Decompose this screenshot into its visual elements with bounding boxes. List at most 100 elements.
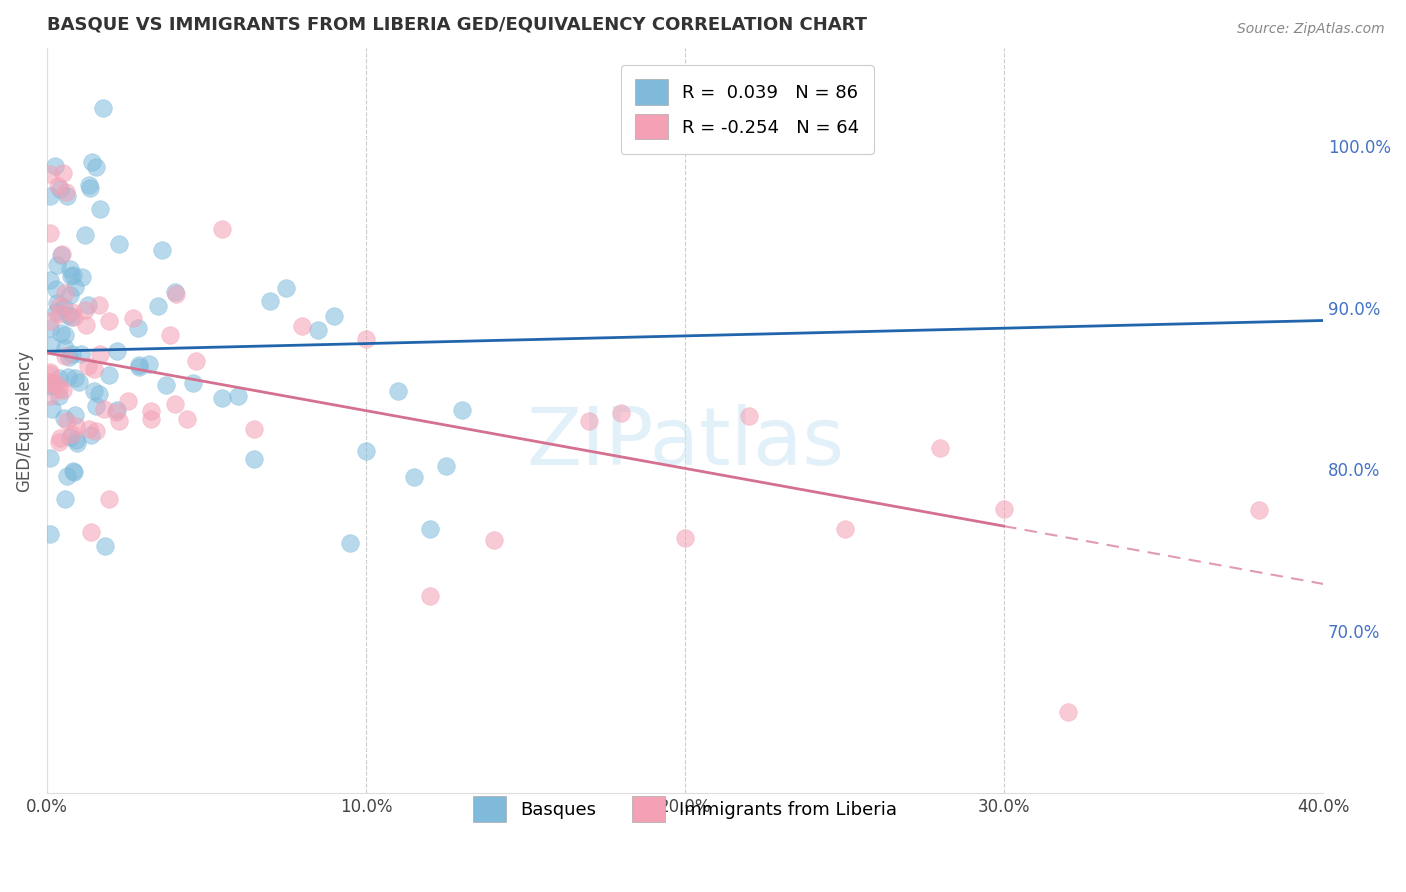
- Point: [121, 311, 143, 326]
- Point: [39, 375, 62, 389]
- Point: [53, 328, 76, 343]
- Point: [39, 365, 62, 379]
- Point: [51, 247, 73, 261]
- Point: [929, 441, 952, 455]
- Point: [82, 154, 104, 169]
- Point: [98, 368, 121, 382]
- Point: [387, 384, 409, 398]
- Point: [84, 424, 107, 438]
- Point: [482, 533, 505, 547]
- Point: [39, 527, 62, 541]
- Point: [59, 430, 82, 444]
- Point: [673, 531, 696, 545]
- Point: [55, 414, 77, 428]
- Point: [108, 236, 131, 251]
- Point: [48, 371, 70, 385]
- Legend: Basques, Immigrants from Liberia: Basques, Immigrants from Liberia: [458, 782, 911, 837]
- Point: [97, 491, 120, 506]
- Point: [53, 491, 76, 506]
- Point: [1057, 706, 1080, 720]
- Point: [39, 167, 62, 181]
- Point: [87, 298, 110, 312]
- Point: [323, 310, 346, 324]
- Point: [65, 418, 87, 433]
- Point: [77, 359, 100, 373]
- Point: [276, 281, 298, 295]
- Point: [46, 179, 69, 194]
- Point: [84, 399, 107, 413]
- Point: [89, 202, 111, 216]
- Point: [56, 469, 79, 483]
- Point: [62, 465, 84, 479]
- Point: [39, 321, 62, 335]
- Point: [60, 304, 83, 318]
- Point: [738, 409, 761, 424]
- Point: [94, 539, 117, 553]
- Point: [48, 382, 70, 396]
- Point: [83, 384, 105, 398]
- Point: [79, 422, 101, 436]
- Point: [83, 361, 105, 376]
- Point: [211, 222, 233, 236]
- Point: [146, 299, 169, 313]
- Point: [108, 414, 131, 428]
- Point: [402, 470, 425, 484]
- Point: [44, 159, 66, 173]
- Point: [56, 308, 79, 322]
- Point: [39, 379, 62, 393]
- Point: [48, 307, 70, 321]
- Point: [165, 287, 187, 301]
- Point: [105, 405, 128, 419]
- Point: [163, 397, 186, 411]
- Y-axis label: GED/Equivalency: GED/Equivalency: [15, 350, 32, 492]
- Point: [52, 166, 75, 180]
- Point: [60, 426, 83, 441]
- Point: [155, 377, 177, 392]
- Point: [578, 414, 600, 428]
- Point: [1249, 503, 1271, 517]
- Point: [53, 285, 76, 300]
- Point: [243, 452, 266, 467]
- Point: [46, 377, 69, 392]
- Point: [56, 369, 79, 384]
- Point: [41, 402, 63, 417]
- Point: [49, 326, 72, 340]
- Point: [45, 305, 67, 319]
- Point: [39, 273, 62, 287]
- Point: [53, 341, 76, 355]
- Point: [39, 375, 62, 389]
- Point: [62, 464, 84, 478]
- Point: [59, 288, 82, 302]
- Point: [49, 181, 72, 195]
- Point: [63, 310, 86, 325]
- Point: [65, 279, 87, 293]
- Point: [51, 248, 73, 262]
- Point: [139, 404, 162, 418]
- Point: [80, 428, 103, 442]
- Point: [77, 298, 100, 312]
- Point: [228, 389, 250, 403]
- Point: [84, 160, 107, 174]
- Point: [75, 302, 97, 317]
- Point: [243, 422, 266, 436]
- Point: [53, 410, 76, 425]
- Point: [89, 346, 111, 360]
- Point: [176, 412, 198, 426]
- Point: [80, 525, 103, 540]
- Point: [52, 383, 75, 397]
- Point: [46, 258, 69, 272]
- Point: [834, 522, 856, 536]
- Point: [354, 332, 377, 346]
- Point: [65, 408, 87, 422]
- Point: [98, 313, 121, 327]
- Point: [117, 393, 139, 408]
- Point: [53, 349, 76, 363]
- Point: [450, 402, 472, 417]
- Point: [48, 435, 70, 450]
- Point: [75, 227, 97, 242]
- Point: [60, 347, 83, 361]
- Point: [39, 314, 62, 328]
- Point: [45, 296, 67, 310]
- Point: [65, 433, 87, 447]
- Point: [66, 436, 89, 450]
